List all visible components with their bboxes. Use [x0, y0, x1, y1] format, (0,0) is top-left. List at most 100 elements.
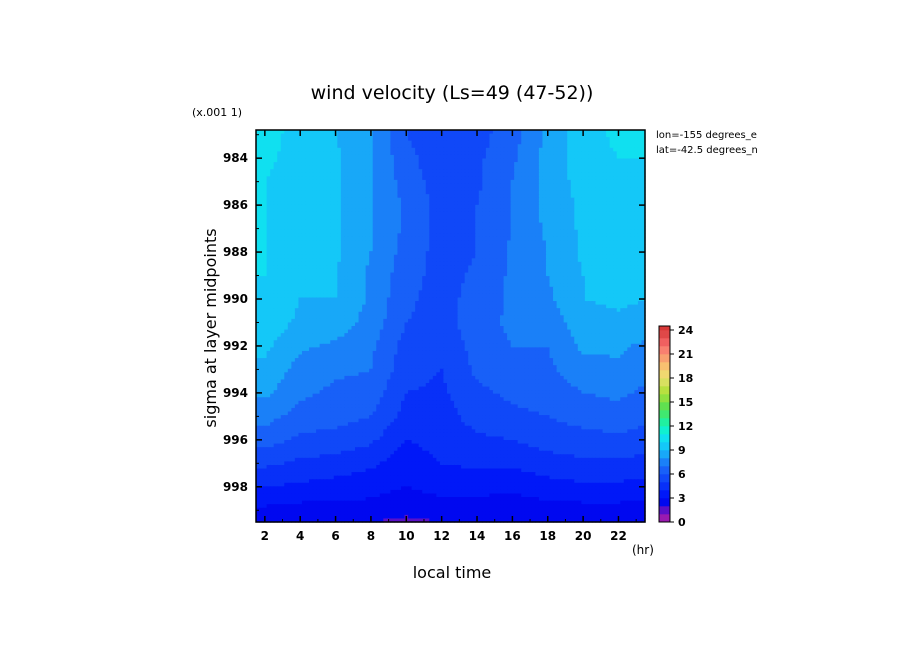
heatmap-cell: [309, 154, 314, 160]
heatmap-cell: [542, 286, 547, 291]
heatmap-cell: [563, 258, 568, 263]
heatmap-cell: [602, 158, 607, 163]
heatmap-cell: [475, 201, 480, 206]
heatmap-cell: [514, 204, 519, 209]
heatmap-cell: [613, 247, 618, 252]
heatmap-cell: [400, 251, 406, 256]
heatmap-cell: [425, 244, 430, 249]
heatmap-cell: [358, 169, 363, 174]
heatmap-cell: [277, 229, 282, 234]
heatmap-cell: [355, 215, 360, 220]
heatmap-cell: [323, 140, 328, 145]
heatmap-cell: [284, 165, 289, 170]
heatmap-cell: [464, 215, 469, 220]
heatmap-cell: [443, 211, 448, 217]
heatmap-cell: [514, 144, 519, 149]
heatmap-cell: [623, 130, 628, 135]
heatmap-cell: [319, 258, 324, 263]
heatmap-cell: [478, 133, 483, 138]
heatmap-cell: [256, 244, 261, 249]
heatmap-cell: [340, 222, 346, 227]
heatmap-cell: [549, 162, 554, 167]
heatmap-cell: [574, 197, 579, 202]
heatmap-cell: [475, 144, 480, 149]
heatmap-cell: [404, 229, 409, 234]
heatmap-cell: [524, 240, 529, 245]
heatmap-cell: [630, 254, 635, 259]
heatmap-cell: [429, 158, 434, 163]
heatmap-cell: [418, 272, 423, 277]
heatmap-cell: [351, 133, 356, 138]
heatmap-cell: [591, 176, 597, 181]
heatmap-cell: [641, 204, 646, 209]
heatmap-cell: [393, 208, 399, 213]
heatmap-cell: [591, 147, 597, 152]
heatmap-cell: [323, 261, 328, 267]
heatmap-cell: [309, 151, 314, 156]
annotation-lat: lat=-42.5 degrees_n: [656, 145, 758, 156]
heatmap-cell: [581, 140, 586, 145]
heatmap-cell: [588, 236, 593, 242]
heatmap-cell: [634, 261, 639, 267]
heatmap-cell: [330, 258, 335, 263]
heatmap-cell: [507, 229, 512, 234]
heatmap-cell: [584, 236, 590, 242]
heatmap-cell: [369, 286, 374, 291]
heatmap-cell: [464, 144, 469, 149]
heatmap-cell: [563, 254, 568, 259]
heatmap-cell: [528, 158, 533, 163]
heatmap-cell: [376, 247, 381, 252]
heatmap-cell: [390, 226, 395, 231]
heatmap-cell: [535, 151, 540, 156]
heatmap-cell: [446, 219, 452, 224]
heatmap-cell: [404, 158, 409, 163]
heatmap-cell: [507, 172, 512, 177]
heatmap-cell: [284, 279, 289, 284]
heatmap-cell: [531, 204, 536, 209]
heatmap-cell: [570, 183, 575, 188]
heatmap-cell: [404, 268, 409, 274]
heatmap-cell: [574, 162, 579, 167]
heatmap-cell: [372, 172, 377, 177]
heatmap-cell: [294, 158, 300, 163]
heatmap-cell: [510, 240, 515, 245]
heatmap-cell: [535, 276, 540, 281]
heatmap-cell: [425, 165, 430, 170]
heatmap-cell: [337, 272, 342, 277]
heatmap-cell: [347, 147, 353, 152]
heatmap-cell: [503, 140, 508, 145]
heatmap-cell: [599, 140, 604, 145]
heatmap-cell: [301, 247, 307, 252]
heatmap-cell: [560, 247, 565, 252]
heatmap-cell: [298, 286, 303, 291]
heatmap-cell: [549, 279, 554, 284]
heatmap-cell: [471, 261, 476, 267]
heatmap-cell: [429, 204, 434, 209]
heatmap-cell: [323, 201, 328, 206]
heatmap-cell: [507, 162, 512, 167]
heatmap-cell: [581, 144, 586, 149]
heatmap-cell: [309, 172, 314, 177]
heatmap-cell: [549, 130, 554, 135]
heatmap-cell: [602, 240, 607, 245]
heatmap-cell: [595, 208, 600, 213]
heatmap-cell: [599, 251, 604, 256]
heatmap-cell: [358, 133, 363, 138]
heatmap-cell: [563, 261, 568, 267]
heatmap-cell: [355, 265, 360, 270]
heatmap-cell: [570, 137, 575, 142]
heatmap-cell: [514, 201, 519, 206]
heatmap-cell: [422, 211, 427, 217]
heatmap-cell: [510, 169, 515, 174]
heatmap-cell: [623, 261, 628, 267]
heatmap-cell: [535, 272, 540, 277]
heatmap-cell: [535, 165, 540, 170]
heatmap-cell: [415, 158, 420, 163]
heatmap-cell: [436, 183, 441, 188]
heatmap-cell: [492, 261, 498, 267]
heatmap-cell: [577, 183, 582, 188]
heatmap-cell: [492, 258, 498, 263]
heatmap-cell: [468, 276, 473, 281]
heatmap-cell: [383, 240, 388, 245]
heatmap-cell: [436, 172, 441, 177]
